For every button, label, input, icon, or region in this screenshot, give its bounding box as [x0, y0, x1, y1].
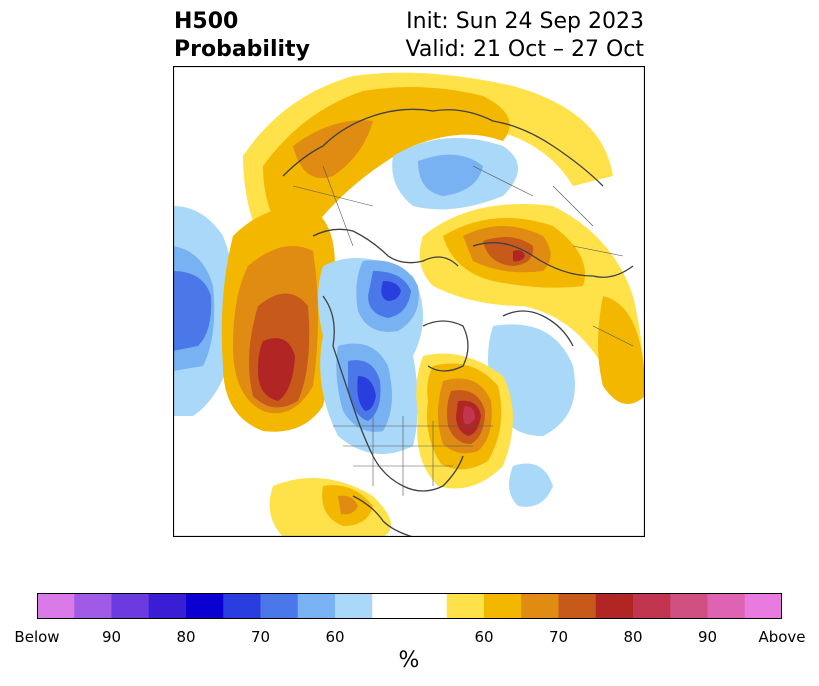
colorbar-segment: [186, 593, 224, 619]
colorbar-segment: [707, 593, 746, 619]
title-line-2: Probability: [174, 37, 310, 62]
colorbar-tick-label: 80: [176, 628, 196, 646]
coastlines: [282, 108, 634, 537]
colorbar-segment: [670, 593, 708, 619]
colorbar-segment: [148, 593, 187, 619]
probability-map: [173, 66, 645, 537]
title-line-1: H500: [174, 9, 239, 34]
colorbar-segment: [744, 593, 782, 619]
colorbar-tick-label: 90: [697, 628, 718, 646]
colorbar-segment: [558, 593, 597, 619]
above-anomaly-northeast: [419, 204, 645, 404]
forecast-dates: Init: Sun 24 Sep 2023 Valid: 21 Oct – 27…: [406, 8, 644, 64]
colorbar: [37, 593, 782, 619]
colorbar-tick-label: 60: [474, 628, 494, 646]
above-anomaly-south: [269, 478, 391, 537]
colorbar-segment: [446, 593, 485, 619]
colorbar-tick-label: 70: [250, 628, 271, 646]
colorbar-segment: [260, 593, 299, 619]
colorbar-border: [37, 593, 782, 619]
colorbar-tick-label: 80: [623, 628, 643, 646]
colorbar-segment: [223, 593, 261, 619]
init-date: Init: Sun 24 Sep 2023: [406, 9, 644, 34]
colorbar-segment: [37, 593, 75, 619]
colorbar-segment: [521, 593, 559, 619]
colorbar-unit: %: [398, 648, 420, 673]
colorbar-segment: [297, 593, 336, 619]
political-borders: [292, 165, 634, 496]
above-anomaly-north: [243, 72, 613, 267]
colorbar-segment: [633, 593, 671, 619]
colorbar-tick-label: Below: [14, 628, 60, 646]
colorbar-segment: [335, 593, 373, 619]
below-anomaly-northwest: [173, 206, 237, 416]
above-anomaly-west: [221, 206, 335, 432]
colorbar-segment: [111, 593, 150, 619]
colorbar-tick-label: Above: [758, 628, 806, 646]
colorbar-segment: [484, 593, 522, 619]
colorbar-segment: [595, 593, 634, 619]
valid-range: Valid: 21 Oct – 27 Oct: [405, 37, 644, 62]
colorbar-tick-label: 60: [325, 628, 345, 646]
colorbar-tick-label: 90: [101, 628, 122, 646]
above-anomaly-atlantic: [416, 353, 513, 489]
below-anomaly-central: [318, 258, 423, 454]
colorbar-segment: [409, 593, 448, 619]
below-anomaly-northeast: [392, 138, 518, 210]
colorbar-segment: [372, 593, 410, 619]
colorbar-segment: [74, 593, 112, 619]
colorbar-tick-label: 70: [548, 628, 569, 646]
chart-title: H500 Probability: [174, 8, 310, 64]
